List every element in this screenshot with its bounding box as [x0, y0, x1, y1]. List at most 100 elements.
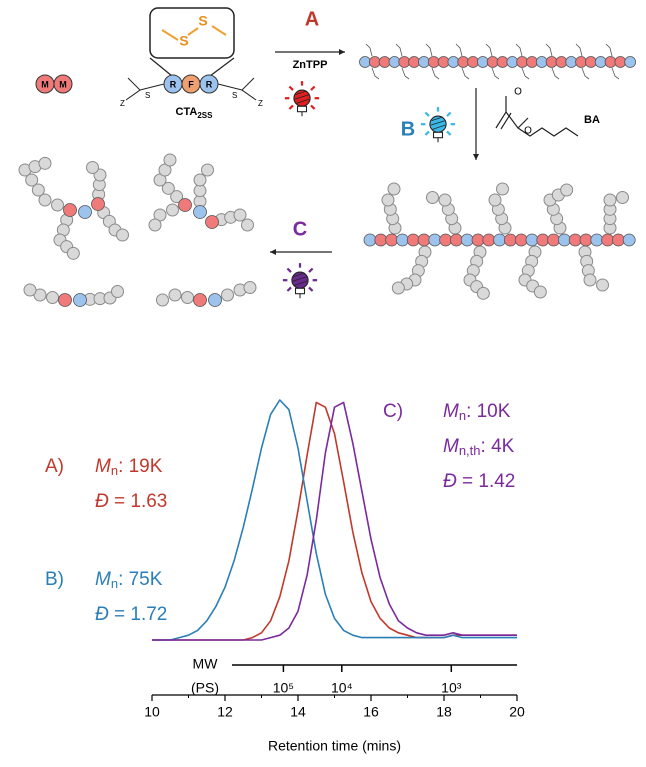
- subscript: n,th: [459, 443, 481, 458]
- bead: [545, 56, 558, 68]
- annotation-text: : 19K: [118, 456, 163, 477]
- bead: [579, 233, 593, 247]
- bead: [467, 56, 479, 68]
- mw-tick-label: 10³: [441, 680, 462, 696]
- x-tick-label: 12: [217, 704, 233, 720]
- bead: [526, 56, 538, 68]
- symbol: Đ: [95, 604, 109, 625]
- bead: [359, 56, 371, 68]
- subscript: n: [459, 408, 466, 423]
- bead: [181, 291, 194, 304]
- bead: [471, 233, 485, 247]
- bead: [493, 233, 507, 247]
- purple-light: [282, 262, 318, 300]
- annotation-line: Mn: 75K: [95, 569, 163, 591]
- z-group: Z: [120, 99, 125, 108]
- mw-axis-title: MW: [193, 656, 219, 672]
- cta-unit: F: [188, 79, 194, 89]
- symbol: M: [443, 436, 459, 457]
- bead: [555, 56, 568, 68]
- bead: [38, 156, 52, 170]
- annotation-line: Đ = 1.63: [95, 491, 167, 512]
- step-label: B: [401, 118, 415, 140]
- bead: [233, 208, 247, 222]
- core-bead: [205, 215, 219, 229]
- annotation-text: : 10K: [466, 401, 511, 422]
- bead: [535, 56, 548, 68]
- bead: [439, 233, 453, 247]
- end-group: [365, 43, 380, 80]
- bead: [488, 193, 502, 207]
- x-tick-label: 18: [436, 704, 452, 720]
- bead: [86, 161, 99, 174]
- bead: [428, 233, 442, 247]
- bead: [243, 281, 257, 294]
- bead: [31, 183, 45, 197]
- core-bead: [193, 293, 207, 307]
- bead: [417, 233, 431, 247]
- symbol: M: [95, 456, 111, 477]
- bead: [201, 163, 214, 177]
- bead: [385, 233, 399, 247]
- bead: [374, 233, 388, 247]
- bead: [427, 56, 440, 68]
- step-a: A ZnTPP: [275, 8, 345, 118]
- bead: [583, 273, 597, 287]
- oxygen: O: [524, 126, 532, 137]
- cta-label-sub: 2SS: [197, 111, 213, 120]
- core-bead: [178, 198, 192, 212]
- bead: [398, 56, 411, 68]
- end-group: [515, 43, 530, 80]
- bead: [408, 56, 421, 68]
- core-bead: [58, 293, 72, 307]
- bead: [447, 56, 460, 68]
- bead: [193, 173, 207, 187]
- subscript: n: [111, 576, 118, 591]
- core-bead: [73, 293, 87, 307]
- mw-tick-label: 10⁵: [273, 680, 294, 696]
- series-label: B): [45, 569, 64, 590]
- bead: [612, 233, 625, 247]
- annotation-text: = 1.42: [457, 471, 516, 492]
- symbol: M: [95, 569, 111, 590]
- bead: [558, 233, 571, 247]
- z-group: Z: [258, 99, 263, 108]
- bead: [395, 233, 409, 247]
- bead: [457, 56, 470, 68]
- step-label: A: [305, 8, 319, 30]
- gpc-trace: [152, 401, 517, 641]
- mw-tick-label: 10⁴: [331, 680, 353, 696]
- s-group: S: [145, 91, 150, 100]
- bead: [616, 191, 629, 204]
- bead: [166, 203, 179, 217]
- bead: [560, 183, 574, 197]
- bead: [503, 233, 517, 247]
- bead: [381, 193, 395, 207]
- bead: [594, 56, 607, 68]
- bead: [156, 293, 169, 307]
- symbol: Đ: [443, 471, 457, 492]
- symbol: Đ: [95, 491, 109, 512]
- end-group: [605, 43, 620, 80]
- bead: [241, 218, 254, 232]
- step-label: C: [293, 218, 307, 240]
- bead: [547, 233, 560, 247]
- annotation-text: : 75K: [118, 569, 163, 590]
- bead: [622, 233, 636, 247]
- sulfur: S: [198, 13, 207, 29]
- series-label: A): [45, 456, 64, 477]
- subscript: n: [111, 463, 118, 478]
- core-bead: [78, 205, 92, 219]
- bead: [482, 233, 496, 247]
- bead: [476, 286, 490, 300]
- symbol: M: [443, 401, 459, 422]
- end-group: [395, 43, 410, 80]
- series-label: C): [383, 401, 403, 422]
- monomer-label: M: [41, 79, 49, 89]
- gpc-trace: [152, 401, 517, 641]
- step-b: B O O BA: [401, 87, 600, 160]
- polymer-cartoons: [18, 43, 637, 307]
- cta-unit: R: [170, 79, 177, 89]
- x-tick-label: 16: [363, 704, 379, 720]
- bead: [426, 191, 439, 204]
